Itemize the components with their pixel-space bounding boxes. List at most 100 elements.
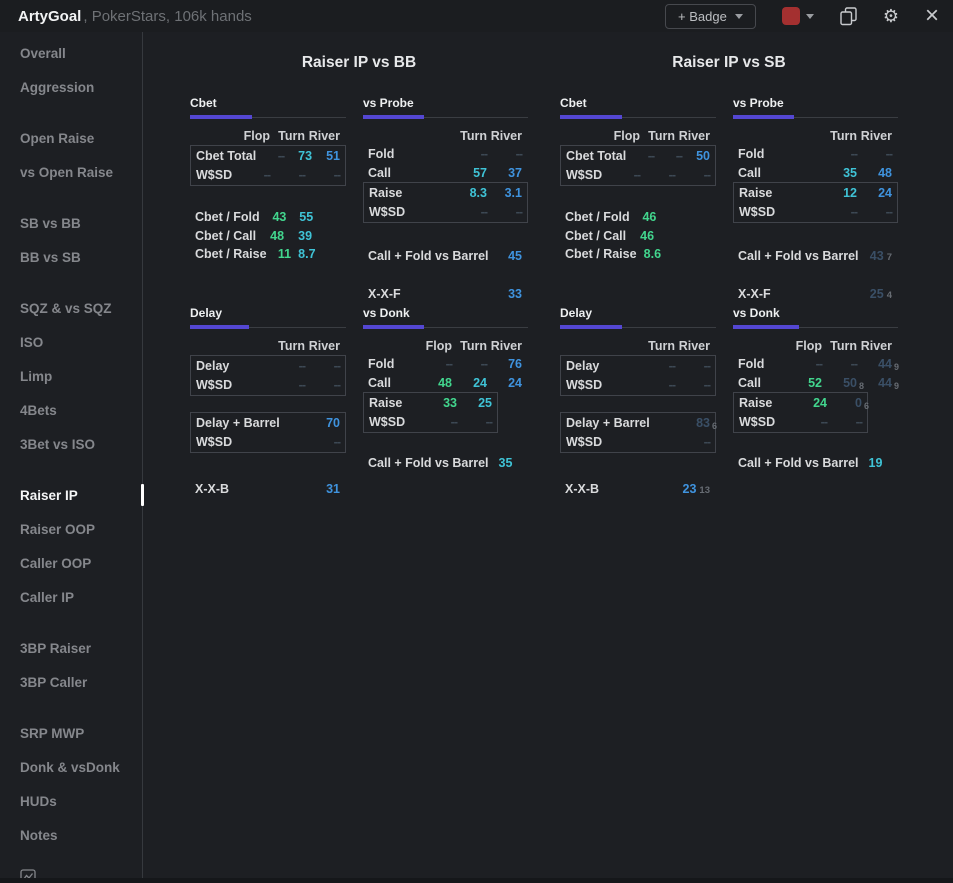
stat-value: 24 [813, 396, 827, 411]
sidebar-item-iso[interactable]: ISO [20, 334, 44, 350]
section-cbet: Cbet Flop Turn River Cbet Total -- 73 51 W$SD -- -… [190, 96, 346, 306]
section-title: vs Donk [733, 306, 780, 320]
stat-value: 48 [270, 228, 285, 243]
sidebar-group: Overall Aggression [0, 36, 142, 104]
summary-value: 43 7 [869, 248, 892, 263]
column-header-river: River [678, 128, 710, 143]
settings-button[interactable]: ⚙ [883, 7, 899, 25]
stat-label: W$SD [196, 434, 233, 449]
sidebar-item-sb-vs-bb[interactable]: SB vs BB [20, 215, 81, 231]
stat-rows: Fold -- -- Call 57 37 [363, 145, 528, 182]
sidebar-item-open-raise[interactable]: Open Raise [20, 130, 95, 146]
stat-value: 76 [508, 357, 522, 372]
sample-size: 6 [711, 421, 717, 432]
sidebar-item-caller-ip[interactable]: Caller IP [20, 589, 75, 605]
stat-rows: Fold -- -- 76 Call 48 24 24 [363, 355, 528, 392]
sidebar-item-bb-vs-sb[interactable]: BB vs SB [20, 249, 81, 265]
sidebar-item-sqz-vs-sqz[interactable]: SQZ & vs SQZ [20, 300, 112, 316]
stat-value: -- [277, 149, 285, 164]
column-header-flop: Flop [613, 128, 640, 143]
summary-row: Call + Fold vs Barrel 45 [363, 246, 528, 265]
stat-label: W$SD [566, 377, 603, 392]
stat-row: W$SD -- -- [364, 203, 527, 222]
stat-row: Delay -- -- [561, 357, 715, 376]
summary-label: X-X-B [565, 481, 600, 496]
section-title: vs Probe [363, 96, 414, 110]
sidebar-item-vs-open-raise[interactable]: vs Open Raise [20, 164, 114, 180]
stat-value: 51 [326, 149, 340, 164]
summary-value: 45 [508, 248, 522, 263]
stat-label: W$SD [566, 434, 603, 449]
summary-value: 19 [868, 455, 883, 470]
stat-row: W$SD -- [191, 433, 345, 452]
section-progress-fill [560, 325, 623, 329]
stat-row: Delay + Barrel 83 6 [561, 414, 717, 433]
sidebar-item-notes[interactable]: Notes [20, 827, 58, 843]
sidebar-item-4bets[interactable]: 4Bets [20, 402, 57, 418]
column-header-turn: Turn [278, 338, 305, 353]
sidebar-item-limp[interactable]: Limp [20, 368, 53, 384]
stat-value: 8.6 [643, 247, 662, 262]
summary-value: 25 4 [869, 286, 892, 301]
sidebar-item-huds[interactable]: HUDs [20, 793, 57, 809]
stat-label: Raise [739, 396, 773, 411]
summary-row: Call + Fold vs Barrel 43 7 [733, 246, 898, 265]
stat-row: Cbet / Fold 46 [560, 208, 716, 227]
stat-value: -- [855, 414, 863, 429]
sidebar-item-3bet-vs-iso[interactable]: 3Bet vs ISO [20, 436, 96, 452]
section-progress-fill [733, 325, 799, 329]
stat-value: 55 [299, 210, 314, 225]
stat-box: Raise 24 0 6 W$SD -- -- [733, 392, 869, 433]
stat-value: -- [298, 167, 306, 182]
close-button[interactable]: × [925, 4, 939, 28]
sidebar-item-raiser-oop[interactable]: Raiser OOP [20, 521, 96, 537]
column-headers: Turn River [363, 126, 528, 145]
stat-label: W$SD [739, 204, 776, 219]
sample-size: 9 [894, 380, 900, 391]
section-vs-probe: vs Probe Turn River Fold -- -- Call 35 48 Raise 12… [733, 96, 898, 306]
stat-row: Raise 12 24 [734, 184, 897, 203]
stat-box: Cbet Total -- -- 50 W$SD -- -- -- [560, 145, 716, 186]
sample-size: 9 [894, 362, 900, 373]
column-header-turn: Turn [460, 338, 487, 353]
stat-value: -- [703, 359, 711, 374]
sidebar-group: SRP MWP Donk & vsDonk HUDs Notes [0, 716, 142, 852]
sidebar-item-srp-mwp[interactable]: SRP MWP [20, 725, 85, 741]
summary-value: 35 [498, 455, 513, 470]
stat-value: 44 9 [878, 375, 900, 391]
color-picker-button[interactable] [781, 7, 814, 25]
stat-value: -- [333, 377, 341, 392]
sidebar-item-donk-vsdonk[interactable]: Donk & vsDonk [20, 759, 120, 775]
copy-button[interactable] [840, 6, 857, 26]
sidebar-item-aggression[interactable]: Aggression [20, 79, 95, 95]
stat-value: -- [633, 167, 641, 182]
section-delay: Delay Turn River Delay -- -- W$SD -- -- Delay + B… [190, 306, 346, 498]
section-title: Cbet [190, 96, 217, 110]
main-content: Raiser IP vs BB Cbet Flop Turn River Cbet Tot… [144, 32, 953, 883]
section-delay: Delay Turn River Delay -- -- W$SD -- -- Delay + B… [560, 306, 717, 498]
sidebar-item-3bp-caller[interactable]: 3BP Caller [20, 674, 88, 690]
stat-row: Cbet / Raise 8.6 [560, 245, 716, 264]
stat-label: Cbet / Fold [565, 210, 630, 225]
stat-rows: Cbet / Fold 43 55 Cbet / Call 48 39 Cbet / Rai… [190, 208, 346, 264]
stat-label: Call [738, 165, 761, 180]
stat-label: Cbet Total [566, 149, 627, 164]
sidebar-group: Raiser IP Raiser OOP Caller OOP Caller IP [0, 478, 144, 614]
stat-box: Raise 8.3 3.1 W$SD -- -- [363, 182, 528, 223]
sidebar-item-caller-oop[interactable]: Caller OOP [20, 555, 92, 571]
chart-image-icon[interactable] [20, 869, 36, 883]
sidebar-item-raiser-ip[interactable]: Raiser IP [0, 478, 144, 512]
summary-row: Call + Fold vs Barrel 19 [733, 453, 898, 472]
column-header-river: River [490, 128, 522, 143]
stat-value: 35 [843, 165, 857, 180]
stat-value: 52 [808, 375, 822, 390]
sidebar-item-3bp-raiser[interactable]: 3BP Raiser [20, 640, 92, 656]
stat-label: W$SD [369, 204, 406, 219]
sidebar-item-overall[interactable]: Overall [20, 45, 66, 61]
stat-value: -- [820, 414, 828, 429]
stat-label: Cbet / Fold [195, 210, 260, 225]
stat-value: 24 [473, 375, 487, 390]
stat-label: Call [368, 375, 391, 390]
add-badge-button[interactable]: + Badge [665, 3, 756, 29]
stat-value: -- [668, 377, 676, 392]
